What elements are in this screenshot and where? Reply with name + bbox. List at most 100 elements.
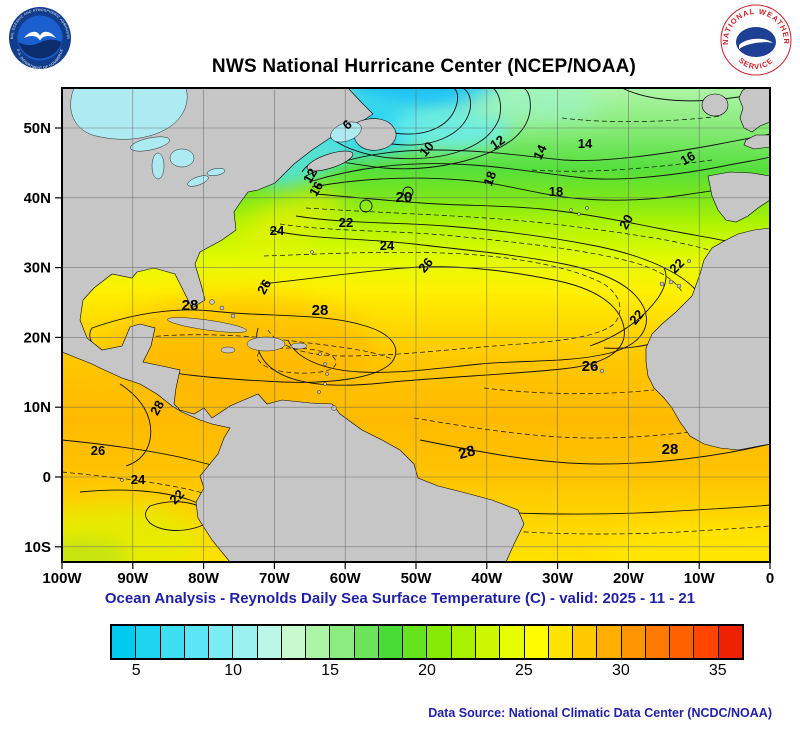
lat-axis-label: 20N xyxy=(24,329,51,346)
lon-axis-label: 40W xyxy=(471,570,503,586)
contour-label: 24 xyxy=(380,238,395,253)
contour-label: 22 xyxy=(339,215,353,230)
contour-line xyxy=(315,193,753,249)
colorbar-cell xyxy=(306,626,331,658)
island-antilles xyxy=(318,352,322,356)
lon-axis-label: 60W xyxy=(330,570,362,586)
island-azores xyxy=(577,212,581,216)
lat-axis-label: 0 xyxy=(43,469,51,486)
lat-axis-label: 30N xyxy=(24,260,51,277)
island-jamaica xyxy=(220,346,236,354)
nws-logo[interactable]: NATIONAL WEATHER SERVICE xyxy=(720,4,792,76)
colorbar-cell xyxy=(209,626,234,658)
colorbar-cell xyxy=(645,626,671,658)
contour-line xyxy=(311,177,770,201)
lon-axis-label: 20W xyxy=(613,570,645,586)
colorbar-cell xyxy=(475,626,501,658)
colorbar-cell xyxy=(160,626,185,658)
colorbar-cell xyxy=(257,626,282,658)
colorbar-cell xyxy=(112,626,137,658)
contour-line xyxy=(308,156,770,183)
island-antilles xyxy=(323,362,327,366)
island-bermuda xyxy=(310,250,314,254)
lake-michigan xyxy=(151,152,165,180)
island-cape-verde xyxy=(593,364,598,369)
colorbar-tick-label: 35 xyxy=(708,662,727,679)
colorbar-cell xyxy=(354,626,379,658)
lon-axis-label: 100W xyxy=(42,570,82,586)
colorbar xyxy=(110,624,744,660)
island-canary xyxy=(659,281,665,287)
ocean-layer xyxy=(62,88,770,562)
contour-line-dashed xyxy=(257,347,337,374)
contour-line xyxy=(305,133,770,177)
island-antilles xyxy=(317,390,321,394)
contour-label: 28 xyxy=(662,441,679,458)
contour-line-dashed xyxy=(531,159,713,172)
colorbar-cell xyxy=(427,626,452,658)
land-france xyxy=(743,134,770,150)
colorbar-tick-label: 5 xyxy=(131,662,141,679)
contour-label: 26 xyxy=(582,358,599,375)
land-americas xyxy=(62,88,525,562)
contour-line-dashed xyxy=(483,387,655,394)
contour-eddy xyxy=(402,186,414,198)
lat-axis-label: 10S xyxy=(24,539,51,556)
colorbar-cell xyxy=(330,626,355,658)
contour-label: 14 xyxy=(578,136,593,151)
colorbar-cell xyxy=(573,626,598,658)
lat-axis-label: 50N xyxy=(24,120,51,137)
contour-line-dashed xyxy=(305,207,739,261)
colorbar-tick-label: 30 xyxy=(611,662,630,679)
lon-axis-label: 90W xyxy=(117,570,149,586)
nws-ring-text-bottom: SERVICE xyxy=(737,56,775,71)
lat-axis-label: 40N xyxy=(24,190,51,207)
island-bahamas xyxy=(219,305,225,311)
island-canary xyxy=(676,283,682,289)
lon-axis-label: 10W xyxy=(684,570,716,586)
map-caption: Ocean Analysis - Reynolds Daily Sea Surf… xyxy=(104,590,696,607)
colorbar-tick-label: 20 xyxy=(418,662,436,679)
island-hispaniola xyxy=(246,336,286,352)
contour-line-dashed xyxy=(263,251,621,357)
contour-line-dashed xyxy=(123,334,395,361)
colorbar-tick-label: 10 xyxy=(224,662,243,679)
contour-label: 28 xyxy=(312,302,329,319)
lon-axis-label: 50W xyxy=(401,570,433,586)
contour-label: 20 xyxy=(396,189,413,206)
noaa-logo[interactable]: NATIONAL OCEANIC AND ATMOSPHERIC ADMINIS… xyxy=(8,6,72,70)
axis-layer: 100W 90W 80W 70W 60W 50W 40W 30W 20W 10W 0 50N 40N 30… xyxy=(24,120,774,586)
lake-superior xyxy=(130,136,170,152)
contour-line xyxy=(119,383,152,467)
land-nova-scotia xyxy=(306,150,354,172)
contour-label: 16 xyxy=(306,179,326,199)
south-atlantic-cool xyxy=(602,523,770,562)
colorbar-cell xyxy=(694,626,719,658)
contour-label: 18 xyxy=(480,169,499,188)
colorbar-cell xyxy=(403,626,428,658)
island-madeira xyxy=(687,259,691,263)
gulf-stream-warm xyxy=(239,190,345,246)
graticule-layer xyxy=(62,88,770,562)
colorbar-cell xyxy=(718,626,742,658)
colorbar-cell xyxy=(500,626,525,658)
contour-line xyxy=(589,267,667,347)
contour-label: 24 xyxy=(270,223,285,238)
contour-label: 16 xyxy=(678,148,698,168)
contour-label: 28 xyxy=(147,398,167,418)
land-iberia xyxy=(707,171,770,223)
lon-axis-label: 80W xyxy=(188,570,220,586)
lake-huron xyxy=(169,148,195,168)
island-galapagos xyxy=(120,478,124,482)
island-antilles xyxy=(323,382,327,386)
contour-label: 14 xyxy=(530,142,550,162)
contour-line xyxy=(145,501,210,531)
colorbar-cell xyxy=(281,626,307,658)
contour-label: 18 xyxy=(549,184,563,199)
island-cape-verde xyxy=(600,369,605,374)
island-azores xyxy=(585,206,589,210)
contour-line xyxy=(301,88,531,173)
contour-line xyxy=(419,439,770,465)
hudson-bay xyxy=(70,88,188,140)
